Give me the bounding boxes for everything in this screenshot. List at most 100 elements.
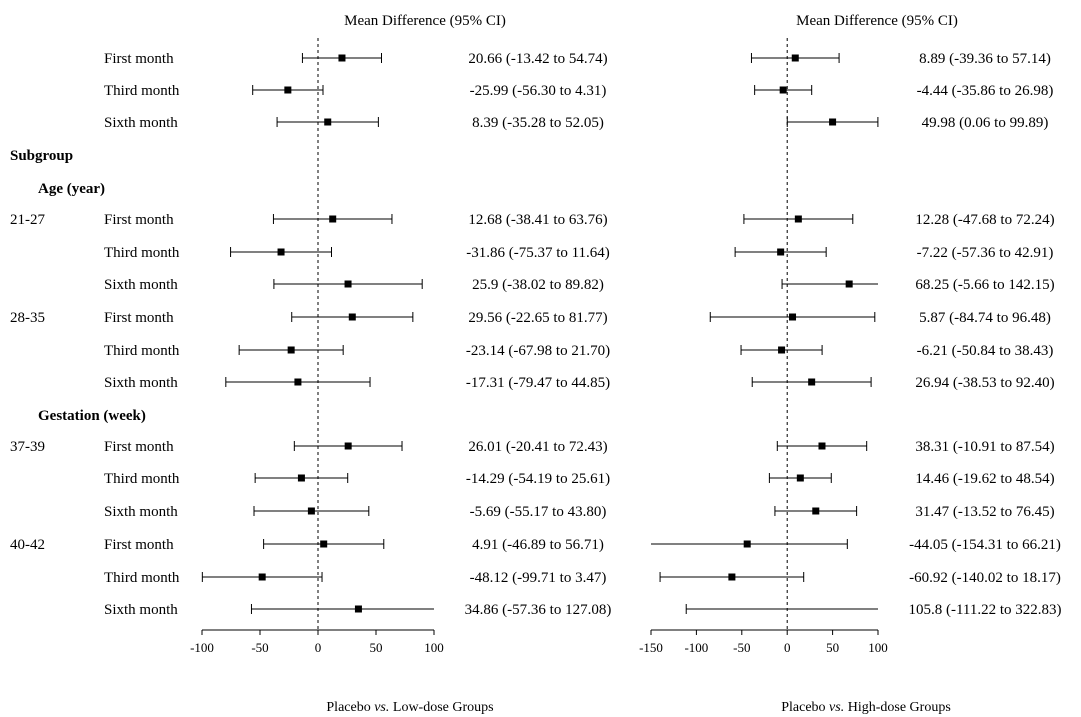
ci-value-label: 68.25 (-5.66 to 142.15) bbox=[915, 277, 1054, 293]
x-tick-label: -100 bbox=[684, 640, 708, 655]
point-estimate bbox=[294, 378, 302, 386]
ci-value-label: -44.05 (-154.31 to 66.21) bbox=[909, 537, 1061, 553]
point-estimate bbox=[808, 378, 816, 386]
point-estimate bbox=[307, 507, 315, 515]
timepoint-label: Sixth month bbox=[104, 602, 178, 618]
panel-title: Mean Difference (95% CI) bbox=[344, 13, 506, 29]
x-axis-label-prefix: Placebo bbox=[781, 700, 829, 715]
point-estimate bbox=[344, 280, 352, 288]
ci-value-label: -4.44 (-35.86 to 26.98) bbox=[917, 83, 1054, 99]
timepoint-label: First month bbox=[104, 537, 174, 553]
point-estimate bbox=[777, 248, 785, 256]
x-tick-label: -50 bbox=[733, 640, 750, 655]
x-tick-label: -100 bbox=[190, 640, 214, 655]
point-estimate bbox=[354, 605, 362, 613]
ci-value-label: 5.87 (-84.74 to 96.48) bbox=[919, 310, 1051, 326]
group-label: 28-35 bbox=[10, 310, 45, 326]
ci-value-label: 20.66 (-13.42 to 54.74) bbox=[468, 51, 607, 67]
ci-value-label: -6.21 (-50.84 to 38.43) bbox=[917, 343, 1054, 359]
point-estimate bbox=[320, 540, 328, 548]
x-tick-label: 100 bbox=[868, 640, 888, 655]
ci-value-label: 49.98 (0.06 to 99.89) bbox=[922, 115, 1049, 131]
timepoint-label: First month bbox=[104, 51, 174, 67]
timepoint-label: Third month bbox=[104, 471, 180, 487]
point-estimate bbox=[297, 474, 305, 482]
point-estimate bbox=[845, 280, 853, 288]
x-axis-label-prefix: Placebo bbox=[326, 700, 374, 715]
timepoint-label: First month bbox=[104, 439, 174, 455]
low-dose-panel: Mean Difference (95% CI) -100 -50 0 50 100 Pla… bbox=[10, 13, 611, 715]
point-estimate bbox=[791, 54, 799, 62]
ci-value-label: 26.94 (-38.53 to 92.40) bbox=[915, 375, 1054, 391]
ci-value-label: -7.22 (-57.36 to 42.91) bbox=[917, 245, 1054, 261]
x-tick-label: 50 bbox=[370, 640, 383, 655]
ci-value-label: -17.31 (-79.47 to 44.85) bbox=[466, 375, 610, 391]
x-axis-label-suffix: High-dose Groups bbox=[844, 700, 951, 715]
ci-value-label: 31.47 (-13.52 to 76.45) bbox=[915, 504, 1054, 520]
timepoint-label: Sixth month bbox=[104, 375, 178, 391]
timepoint-label: Sixth month bbox=[104, 277, 178, 293]
ci-value-label: 34.86 (-57.36 to 127.08) bbox=[465, 602, 612, 618]
x-axis-label-vs: vs. bbox=[374, 700, 389, 715]
ci-value-label: 105.8 (-111.22 to 322.83) bbox=[908, 602, 1061, 618]
point-estimate bbox=[812, 507, 820, 515]
point-estimate bbox=[778, 346, 786, 354]
timepoint-label: Third month bbox=[104, 245, 180, 261]
ci-value-label: 38.31 (-10.91 to 87.54) bbox=[915, 439, 1054, 455]
point-estimate bbox=[829, 118, 837, 126]
ci-value-label: -31.86 (-75.37 to 11.64) bbox=[466, 245, 610, 261]
point-estimate bbox=[743, 540, 751, 548]
timepoint-label: First month bbox=[104, 310, 174, 326]
ci-value-label: 12.28 (-47.68 to 72.24) bbox=[915, 212, 1054, 228]
x-axis-label-vs: vs. bbox=[829, 700, 844, 715]
point-estimate bbox=[287, 346, 295, 354]
point-estimate bbox=[794, 215, 802, 223]
point-estimate bbox=[344, 442, 352, 450]
point-estimate bbox=[284, 86, 292, 94]
heading-gestation: Gestation (week) bbox=[38, 408, 146, 424]
timepoint-label: Third month bbox=[104, 343, 180, 359]
ci-value-label: -25.99 (-56.30 to 4.31) bbox=[470, 83, 607, 99]
group-label: 40-42 bbox=[10, 537, 45, 553]
x-axis-label: Placebo vs. Low-dose Groups bbox=[326, 700, 493, 715]
timepoint-label: First month bbox=[104, 212, 174, 228]
x-tick-label: 100 bbox=[424, 640, 444, 655]
ci-value-label: -60.92 (-140.02 to 18.17) bbox=[909, 570, 1061, 586]
point-estimate bbox=[779, 86, 787, 94]
x-tick-label: 50 bbox=[826, 640, 839, 655]
point-estimate bbox=[277, 248, 285, 256]
heading-subgroup: Subgroup bbox=[10, 148, 73, 164]
point-estimate bbox=[796, 474, 804, 482]
group-label: 21-27 bbox=[10, 212, 45, 228]
heading-age: Age (year) bbox=[38, 181, 105, 197]
ci-value-label: 8.39 (-35.28 to 52.05) bbox=[472, 115, 604, 131]
ci-value-label: -14.29 (-54.19 to 25.61) bbox=[466, 471, 610, 487]
ci-value-label: 4.91 (-46.89 to 56.71) bbox=[472, 537, 604, 553]
ci-value-label: 12.68 (-38.41 to 63.76) bbox=[468, 212, 607, 228]
ci-value-label: 26.01 (-20.41 to 72.43) bbox=[468, 439, 607, 455]
point-estimate bbox=[329, 215, 337, 223]
point-estimate bbox=[789, 313, 797, 321]
x-tick-label: 0 bbox=[315, 640, 322, 655]
high-dose-panel: Mean Difference (95% CI) -150 -100 -50 0 50 10… bbox=[639, 13, 1061, 715]
timepoint-label: Sixth month bbox=[104, 115, 178, 131]
x-tick-label: 0 bbox=[784, 640, 791, 655]
ci-value-label: 25.9 (-38.02 to 89.82) bbox=[472, 277, 604, 293]
ci-value-label: -48.12 (-99.71 to 3.47) bbox=[470, 570, 607, 586]
x-tick-label: -50 bbox=[251, 640, 268, 655]
headings-layer: Subgroup Age (year) Gestation (week) bbox=[10, 148, 146, 424]
x-tick-label: -150 bbox=[639, 640, 663, 655]
timepoint-label: Sixth month bbox=[104, 504, 178, 520]
point-estimate bbox=[324, 118, 332, 126]
ci-value-label: 29.56 (-22.65 to 81.77) bbox=[468, 310, 607, 326]
point-estimate bbox=[338, 54, 346, 62]
point-estimate bbox=[728, 573, 736, 581]
timepoint-label: Third month bbox=[104, 570, 180, 586]
point-estimate bbox=[258, 573, 266, 581]
timepoint-label: Third month bbox=[104, 83, 180, 99]
ci-value-label: -23.14 (-67.98 to 21.70) bbox=[466, 343, 610, 359]
group-label: 37-39 bbox=[10, 439, 45, 455]
x-axis-label: Placebo vs. High-dose Groups bbox=[781, 700, 951, 715]
ci-value-label: 8.89 (-39.36 to 57.14) bbox=[919, 51, 1051, 67]
